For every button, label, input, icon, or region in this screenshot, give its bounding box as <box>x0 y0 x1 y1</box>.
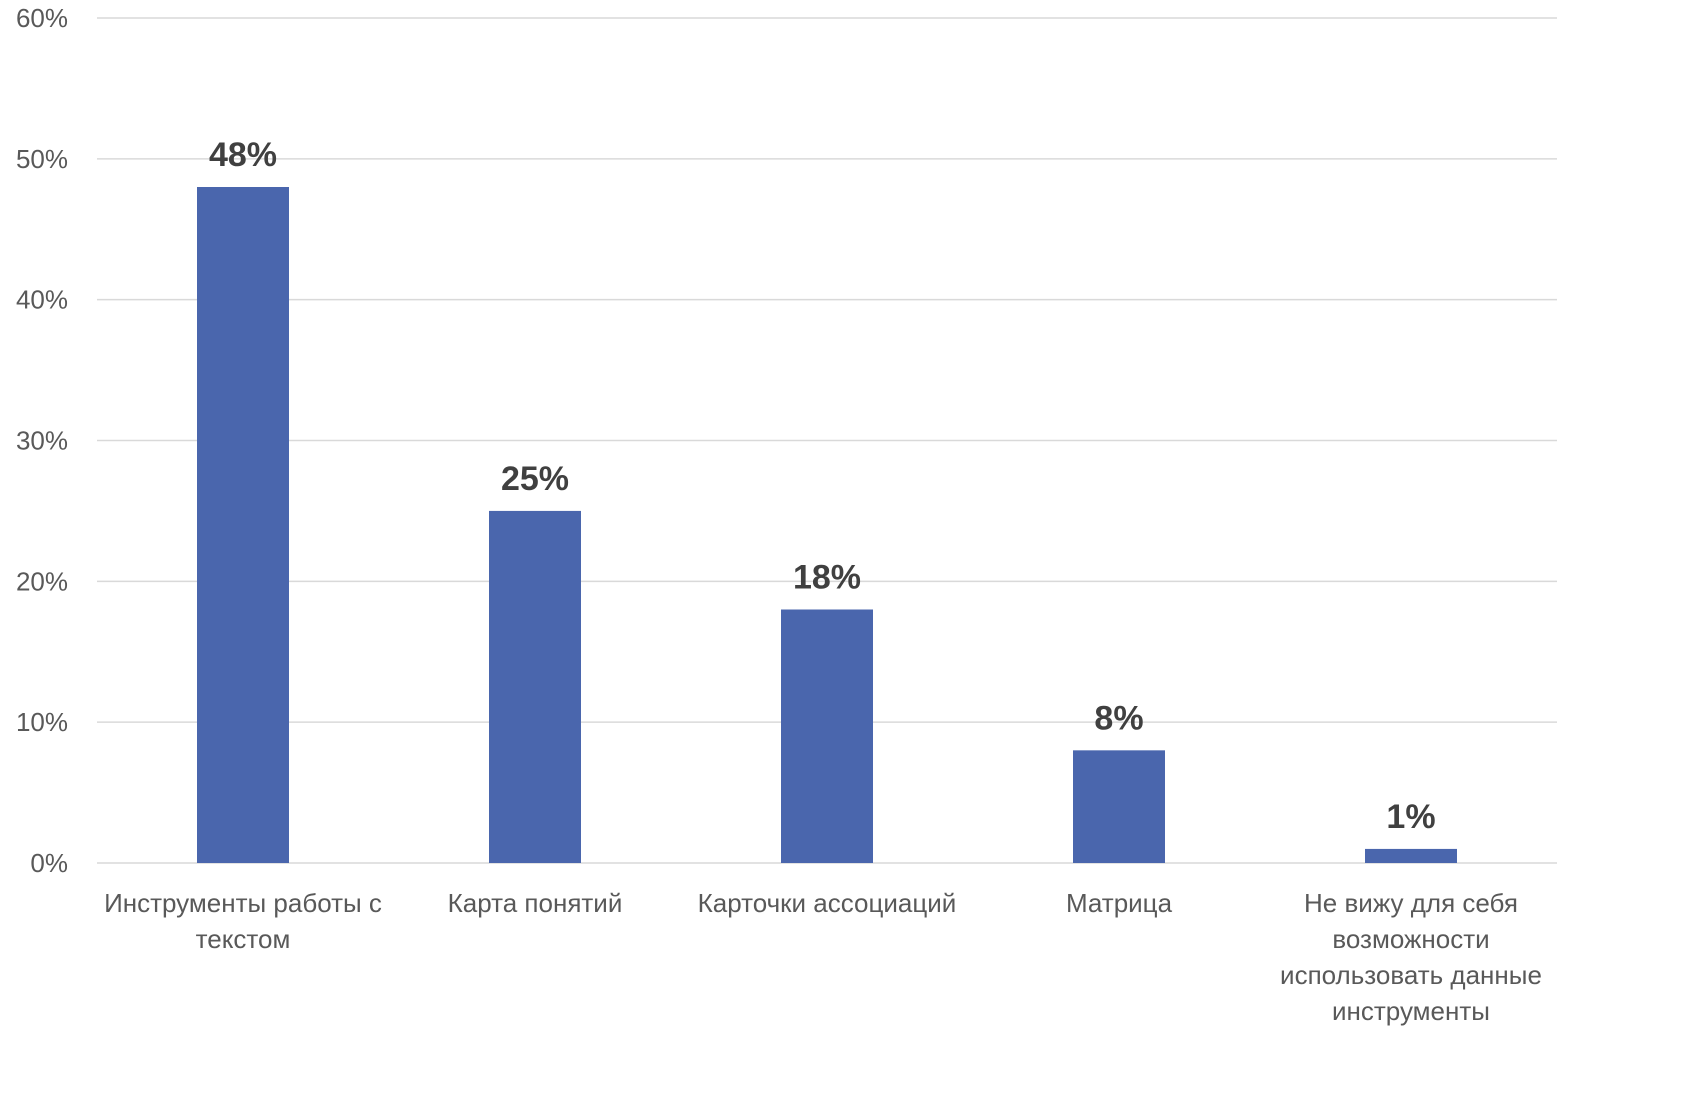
category-label-line: Матрица <box>1066 888 1173 918</box>
category-label-line: Карта понятий <box>448 888 623 918</box>
category-label-line: текстом <box>196 924 291 954</box>
y-tick-label: 50% <box>16 144 68 174</box>
category-label-line: Не вижу для себя <box>1304 888 1518 918</box>
y-tick-label: 40% <box>16 285 68 315</box>
category-label-line: Инструменты работы с <box>104 888 382 918</box>
y-tick-label: 30% <box>16 426 68 456</box>
bar <box>197 187 289 863</box>
data-label: 8% <box>1094 699 1143 737</box>
data-label: 25% <box>501 460 569 498</box>
category-label-line: возможности <box>1332 924 1489 954</box>
category-label: Матрица <box>1066 888 1173 918</box>
y-tick-label: 60% <box>16 3 68 33</box>
data-label: 1% <box>1386 798 1435 836</box>
category-label: Не вижу для себя возможности использовать … <box>1280 888 1542 1026</box>
category-label-line: использовать данные <box>1280 960 1542 990</box>
category-label: Карточки ассоциаций <box>698 888 957 918</box>
y-tick-label: 20% <box>16 566 68 596</box>
category-label: Карта понятий <box>448 888 623 918</box>
data-label: 18% <box>793 559 861 597</box>
bar <box>489 510 581 863</box>
data-label: 48% <box>209 136 277 174</box>
y-tick-label: 0% <box>30 848 68 878</box>
bar <box>1365 848 1457 863</box>
category-label: Инструменты работы с текстом <box>104 888 382 954</box>
category-label-line: Карточки ассоциаций <box>698 888 957 918</box>
bar <box>1073 750 1165 863</box>
category-label-line: инструменты <box>1332 996 1490 1026</box>
bar <box>781 609 873 863</box>
y-tick-label: 10% <box>16 707 68 737</box>
